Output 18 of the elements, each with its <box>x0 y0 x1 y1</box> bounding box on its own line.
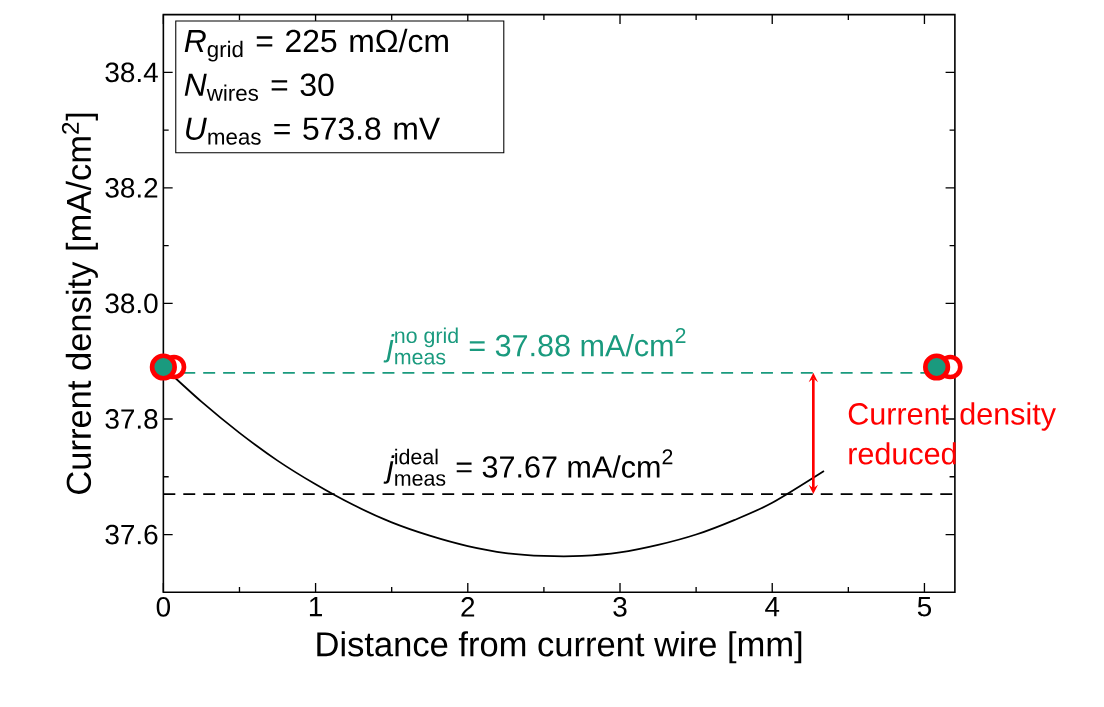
x-tick-label: 1 <box>309 596 322 617</box>
y-tick-label: 37.8 <box>105 409 158 429</box>
annotation: U$_{meas}$ = 573.8 mV <box>186 117 441 145</box>
y-axis-title: Current density [mA/cm$^{2}$] <box>61 113 98 494</box>
x-tick-label: 4 <box>765 596 780 617</box>
x-tick-label: 2 <box>461 596 475 617</box>
y-tick-label: 38.2 <box>105 177 158 198</box>
y-tick-label: 38.4 <box>105 62 158 83</box>
annotation: N$_{wires}$ = 30 <box>184 73 334 101</box>
y-tick-label: 38.0 <box>105 293 158 314</box>
ref-line-label: $\textit{j}^{\text{ideal}}_{\text{meas}}\text{ = 37.67 mA/cm}^{\text{2}}$ <box>383 448 673 486</box>
x-tick-label: 0 <box>156 596 171 617</box>
annotation: R$_{grid}$ = 225 mΩ/cm <box>184 28 448 62</box>
x-axis-title: Distance from current wire [mm] <box>317 631 802 664</box>
y-tick-label: 37.6 <box>105 524 158 545</box>
x-tick-label: 5 <box>917 596 932 617</box>
ref-line-label: $\textit{j}^{\text{no grid}}_{\text{meas}}\text{ = 37.88 mA/cm}^{\text{2}}$ <box>383 327 686 365</box>
x-tick-label: 3 <box>613 596 627 617</box>
